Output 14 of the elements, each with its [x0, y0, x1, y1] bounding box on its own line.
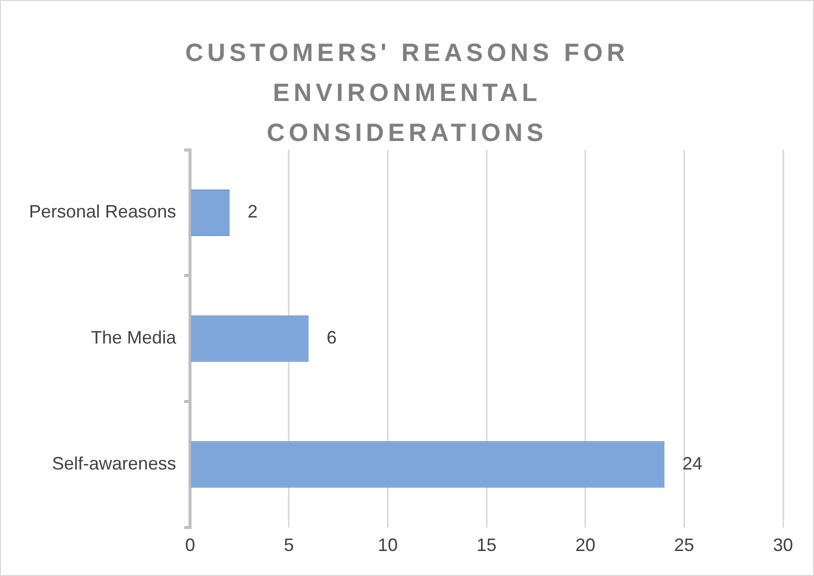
y-tick-label: Personal Reasons: [28, 202, 176, 222]
data-label: 6: [326, 328, 337, 348]
x-tick-label: 30: [772, 535, 794, 556]
x-tick-label: 15: [476, 535, 497, 556]
y-tick-label: Self-awareness: [52, 453, 176, 474]
x-tick-label: 25: [674, 535, 694, 556]
data-label: 2: [248, 202, 258, 222]
chart-title: CUSTOMERS' REASONS FOR ENVIRONMENTAL CONSIDERATIONS: [184, 38, 630, 149]
x-tick-label: 10: [378, 535, 398, 556]
x-tick-label: 0: [185, 535, 196, 556]
y-tick-label: The Media: [91, 328, 178, 348]
data-label: 24: [682, 453, 702, 474]
x-tick-label: 20: [575, 535, 596, 556]
x-tick-label: 5: [284, 535, 294, 556]
